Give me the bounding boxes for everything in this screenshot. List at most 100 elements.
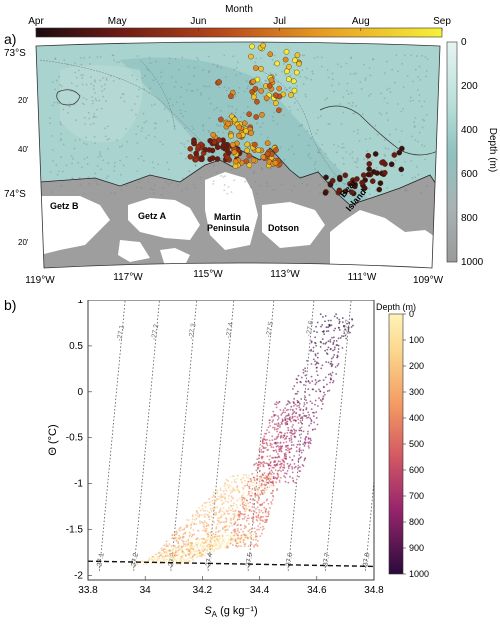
ts-point bbox=[188, 531, 191, 534]
ts-point bbox=[274, 403, 276, 405]
profile-dot-faint bbox=[104, 135, 107, 138]
ts-point bbox=[278, 446, 280, 448]
ts-point bbox=[269, 444, 272, 447]
profile-dot-faint bbox=[369, 93, 372, 95]
profile-dot-faint bbox=[225, 89, 228, 92]
ts-point bbox=[212, 495, 215, 498]
ts-point bbox=[190, 526, 192, 529]
profile-dot-faint bbox=[67, 111, 70, 114]
profile-dot-faint bbox=[160, 193, 163, 196]
ts-point bbox=[320, 325, 322, 328]
profile-dot-faint bbox=[152, 79, 155, 82]
profile-dot-faint bbox=[66, 63, 69, 66]
ts-point bbox=[327, 373, 330, 376]
profile-dot-faint bbox=[209, 102, 212, 105]
ts-point bbox=[209, 534, 211, 536]
month-tick-label: Jul bbox=[273, 16, 286, 27]
ts-point bbox=[295, 450, 298, 453]
profile-dot bbox=[377, 180, 384, 186]
ts-point bbox=[204, 540, 207, 543]
profile-dot-faint bbox=[350, 56, 353, 59]
ts-point bbox=[345, 337, 348, 340]
ts-point bbox=[242, 476, 245, 479]
ts-point bbox=[299, 470, 302, 473]
ts-point bbox=[270, 473, 273, 476]
profile-dot-faint bbox=[364, 77, 367, 80]
profile-dot-faint bbox=[306, 130, 308, 133]
ts-point bbox=[252, 481, 255, 484]
profile-dot-faint bbox=[418, 100, 421, 102]
profile-dot-faint bbox=[226, 192, 229, 195]
ts-point bbox=[263, 476, 265, 479]
ts-point bbox=[225, 534, 228, 537]
ts-point bbox=[248, 523, 250, 525]
profile-dot-faint bbox=[190, 90, 193, 92]
profile-dot-faint bbox=[321, 143, 324, 146]
ts-point bbox=[186, 560, 189, 563]
ts-point bbox=[282, 441, 285, 444]
ts-point bbox=[316, 356, 319, 359]
ts-point bbox=[163, 551, 166, 554]
ts-point bbox=[242, 488, 245, 490]
ts-point bbox=[282, 411, 285, 414]
ts-point bbox=[241, 503, 244, 506]
profile-dot-faint bbox=[316, 129, 319, 131]
profile-dot-faint bbox=[216, 106, 218, 109]
ts-point bbox=[221, 542, 224, 545]
ts-point bbox=[241, 498, 244, 501]
ts-point bbox=[286, 417, 289, 420]
profile-dot-faint bbox=[394, 81, 396, 84]
profile-dot-faint bbox=[61, 85, 63, 88]
ts-point bbox=[291, 413, 294, 416]
colorbar-tick-label: 0 bbox=[409, 309, 414, 319]
ts-point bbox=[321, 403, 324, 405]
profile-dot-faint bbox=[112, 54, 115, 57]
ts-point bbox=[242, 533, 245, 536]
ts-point bbox=[280, 465, 283, 468]
ts-point bbox=[314, 399, 317, 402]
ts-point bbox=[229, 540, 232, 543]
ts-point bbox=[236, 527, 239, 530]
profile-dot-faint bbox=[327, 76, 330, 79]
profile-dot bbox=[232, 158, 239, 165]
profile-dot-faint bbox=[418, 65, 421, 68]
ts-point bbox=[181, 539, 184, 542]
profile-dot-faint bbox=[142, 159, 145, 162]
ts-point bbox=[227, 497, 230, 500]
profile-dot-faint bbox=[160, 75, 162, 78]
profile-dot-faint bbox=[125, 127, 127, 130]
profile-dot-faint bbox=[143, 121, 146, 124]
ts-point bbox=[288, 402, 291, 404]
ts-point bbox=[191, 521, 194, 524]
profile-dot-faint bbox=[56, 79, 58, 82]
profile-dot-faint bbox=[326, 97, 329, 99]
ts-point bbox=[195, 542, 198, 545]
profile-dot-faint bbox=[368, 137, 371, 140]
ts-point bbox=[263, 438, 266, 441]
profile-dot bbox=[381, 169, 388, 176]
ts-point bbox=[284, 457, 287, 460]
ts-point bbox=[183, 559, 186, 562]
ts-point bbox=[296, 381, 299, 384]
profile-dot-faint bbox=[160, 71, 163, 74]
profile-dot-faint bbox=[300, 175, 302, 178]
profile-dot-faint bbox=[78, 138, 81, 141]
profile-dot bbox=[210, 131, 216, 138]
ts-point bbox=[307, 388, 310, 391]
profile-dot-faint bbox=[288, 105, 291, 108]
profile-dot-faint bbox=[402, 107, 405, 110]
ts-point bbox=[254, 530, 257, 533]
profile-dot-faint bbox=[93, 112, 96, 115]
ts-point bbox=[281, 423, 283, 425]
ts-point bbox=[334, 327, 337, 330]
ts-point bbox=[307, 379, 310, 382]
ts-point bbox=[266, 462, 269, 465]
profile-dot-faint bbox=[362, 63, 365, 66]
profile-dot-faint bbox=[208, 131, 211, 133]
profile-dot-faint bbox=[103, 88, 106, 90]
profile-dot-faint bbox=[154, 103, 156, 106]
ts-point bbox=[308, 424, 311, 427]
profile-dot-faint bbox=[397, 70, 399, 73]
ts-point bbox=[207, 543, 210, 546]
ts-point bbox=[302, 430, 305, 433]
